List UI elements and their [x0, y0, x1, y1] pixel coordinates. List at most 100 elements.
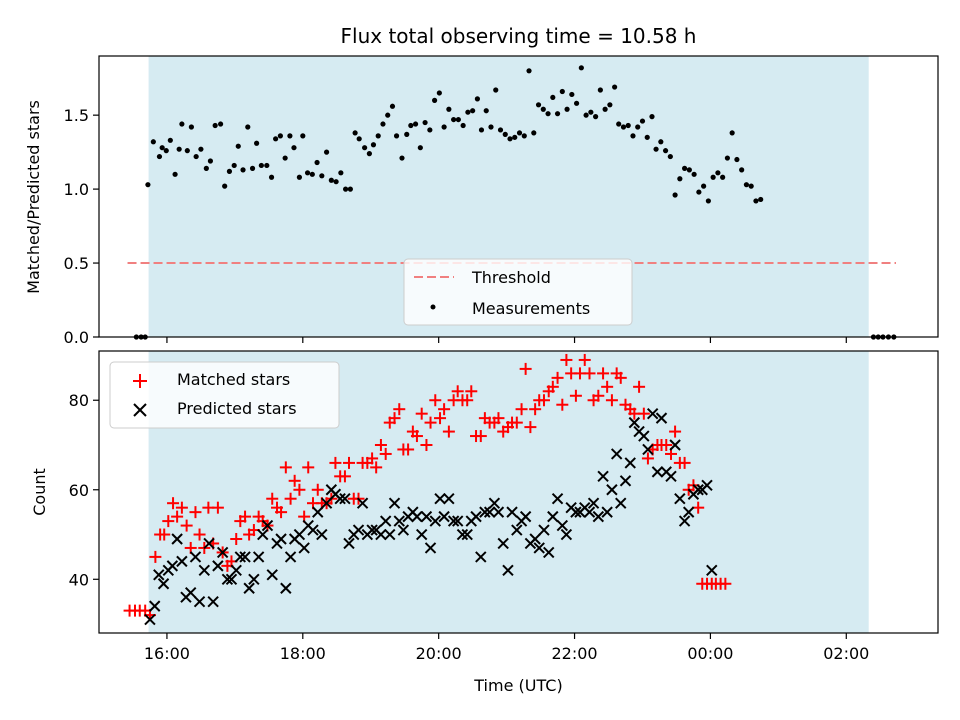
predicted-star-point: [334, 493, 346, 505]
measurement-point: [734, 156, 740, 163]
measurement-point: [314, 159, 320, 166]
measurement-point: [145, 182, 151, 188]
measurement-point: [193, 153, 199, 160]
predicted-star-point: [456, 528, 469, 541]
measurement-point: [222, 183, 228, 189]
predicted-star-point: [293, 528, 306, 541]
measurement-point: [198, 146, 204, 152]
matched-star-point: [719, 577, 732, 590]
predicted-star-point: [529, 533, 541, 545]
matched-star-point: [167, 497, 180, 510]
matched-star-point: [637, 407, 650, 420]
predicted-star-point: [424, 542, 437, 554]
matched-star-point: [434, 412, 447, 425]
predicted-star-point: [189, 551, 202, 563]
predicted-star-point: [343, 537, 355, 550]
top-x-ticks: [166, 337, 847, 343]
matched-star-point: [410, 430, 423, 443]
matched-star-point: [529, 403, 542, 416]
predicted-star-point: [701, 479, 713, 491]
predicted-star-point: [420, 510, 433, 523]
measurement-point: [291, 145, 297, 151]
matched-star-point: [329, 456, 342, 469]
predicted-star-point: [144, 613, 156, 626]
predicted-star-point: [615, 497, 627, 509]
matched-star-point: [175, 501, 188, 514]
measurement-point: [268, 174, 275, 180]
matched-star-point: [660, 439, 673, 451]
measurement-point: [729, 130, 735, 136]
matched-star-point: [569, 389, 582, 402]
predicted-star-point: [642, 443, 654, 456]
predicted-star-point: [261, 519, 274, 532]
bottom-y-ticks: 40 60 80: [69, 391, 99, 589]
measurement-point: [218, 121, 224, 127]
measurement-point: [583, 112, 589, 118]
top-measurement-points: [133, 65, 897, 340]
predicted-star-point: [397, 524, 410, 536]
measurement-point: [417, 145, 423, 151]
bottom-x-ticks: 16:00 18:00 20:00 22:00 00:00 02:00: [144, 633, 869, 663]
predicted-star-point: [682, 506, 695, 518]
measurement-point: [493, 87, 499, 93]
measurement-point: [273, 136, 279, 142]
measurement-point: [470, 108, 476, 114]
measurement-point: [408, 122, 414, 129]
matched-star-point: [551, 371, 564, 384]
legend-measurements-label: Measurements: [472, 299, 590, 318]
predicted-star-point: [352, 524, 365, 536]
predicted-star-point: [475, 551, 487, 563]
top-y-tick-label: 0.5: [64, 254, 89, 273]
matched-star-point: [366, 452, 379, 465]
predicted-star-point: [393, 515, 405, 527]
measurement-point: [231, 162, 237, 169]
matched-star-point: [614, 371, 627, 384]
measurement-point: [616, 121, 622, 127]
predicted-star-point: [497, 537, 509, 550]
predicted-star-point: [483, 506, 496, 518]
measurement-point: [333, 179, 339, 185]
predicted-star-point: [543, 546, 555, 559]
matched-star-point: [158, 528, 171, 541]
bottom-y-tick-label: 80: [69, 391, 89, 410]
matched-star-point: [605, 394, 618, 407]
measurement-point: [356, 136, 362, 142]
predicted-star-point: [429, 515, 441, 527]
x-tick-label: 18:00: [280, 644, 326, 663]
predicted-star-point: [674, 493, 686, 505]
matched-star-point: [556, 398, 569, 411]
matched-star-point: [524, 421, 537, 434]
matched-star-point: [578, 353, 591, 366]
measurement-point: [507, 136, 513, 142]
matched-star-point: [171, 510, 184, 523]
measurement-point: [432, 97, 438, 103]
measurement-point: [366, 151, 372, 157]
measurement-point: [207, 158, 214, 164]
matched-star-point: [537, 394, 550, 407]
measurement-point: [653, 146, 659, 152]
bottom-panel: 40 60 80 16:00 18:00 20:00 22:00 00:00 02:00 Ti…: [30, 350, 939, 695]
measurement-point: [323, 149, 330, 155]
measurement-point: [658, 139, 664, 145]
top-y-ticks: 0.0 0.5 1.0 1.5: [64, 106, 99, 347]
x-tick-label: 00:00: [687, 644, 733, 663]
predicted-star-point: [316, 528, 328, 541]
predicted-star-point: [488, 497, 501, 509]
measurement-point: [249, 165, 256, 171]
matched-star-point: [429, 394, 442, 407]
predicted-star-point: [148, 600, 161, 612]
measurement-point: [550, 94, 556, 101]
measurement-point: [441, 124, 447, 130]
top-axes-frame: [98, 55, 939, 338]
matched-star-point: [284, 492, 297, 505]
measurement-point: [512, 134, 518, 140]
predicted-star-point: [225, 573, 238, 585]
matched-star-point: [311, 483, 324, 496]
measurement-point: [385, 112, 391, 118]
matched-star-point: [374, 439, 387, 451]
predicted-star-point: [447, 515, 460, 527]
measurement-point: [588, 109, 594, 115]
matched-star-point: [275, 506, 288, 519]
measurement-point: [150, 139, 156, 145]
predicted-star-point: [266, 569, 278, 581]
